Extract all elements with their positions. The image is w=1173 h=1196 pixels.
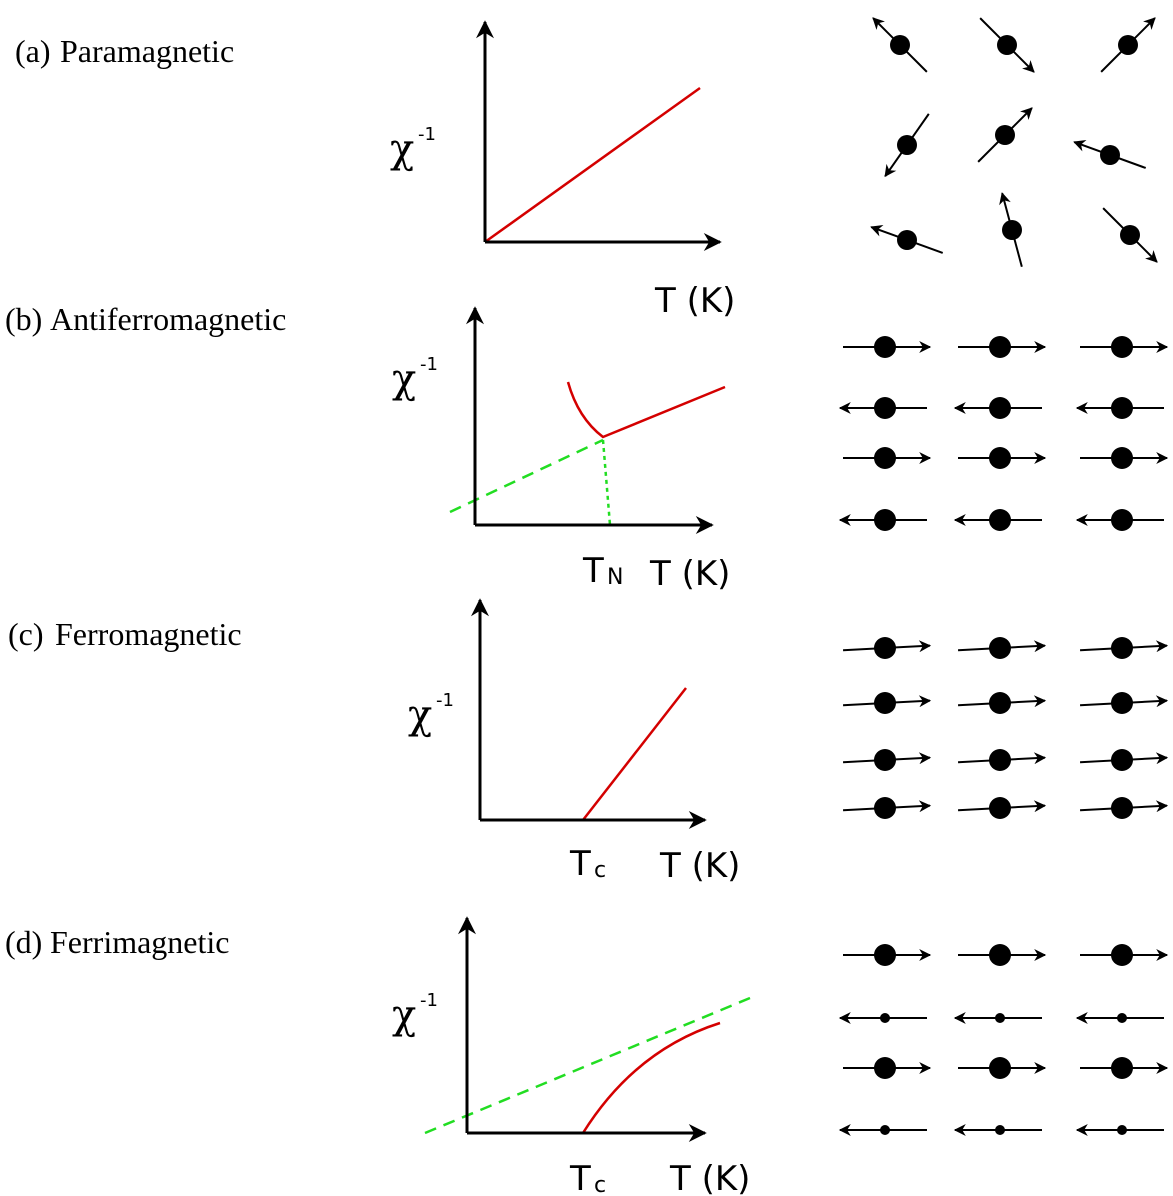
spin bbox=[1100, 145, 1120, 165]
spin bbox=[1111, 397, 1133, 419]
y-axis-sup: -1 bbox=[418, 124, 436, 145]
x-axis-label: T (K) bbox=[649, 554, 730, 594]
transition-sub: N bbox=[607, 565, 623, 590]
spin bbox=[989, 397, 1011, 419]
spin bbox=[989, 749, 1011, 771]
y-axis-sup: -1 bbox=[436, 690, 454, 711]
spin bbox=[1111, 944, 1133, 966]
spin bbox=[1111, 749, 1133, 771]
figure: (a)Paramagneticχ-1T (K)(b)Antiferromagne… bbox=[0, 0, 1173, 1196]
transition-sub: c bbox=[594, 858, 606, 883]
spin bbox=[989, 336, 1011, 358]
spin bbox=[1117, 1013, 1127, 1023]
transition-label: T bbox=[569, 844, 591, 884]
x-axis-label: T (K) bbox=[654, 281, 735, 321]
spin bbox=[1111, 1057, 1133, 1079]
spin bbox=[989, 692, 1011, 714]
spin bbox=[874, 797, 896, 819]
x-axis-label: T (K) bbox=[659, 846, 740, 886]
spin bbox=[880, 1125, 890, 1135]
spin bbox=[874, 637, 896, 659]
x-axis-label: T (K) bbox=[669, 1159, 750, 1196]
spin bbox=[1117, 1125, 1127, 1135]
curve bbox=[568, 382, 725, 437]
spin bbox=[1111, 336, 1133, 358]
extrapolation bbox=[425, 998, 750, 1133]
panel-name: Paramagnetic bbox=[60, 33, 234, 69]
transition-label: T bbox=[582, 551, 604, 591]
spin bbox=[874, 944, 896, 966]
spin bbox=[989, 797, 1011, 819]
spin bbox=[880, 1013, 890, 1023]
spin bbox=[1111, 637, 1133, 659]
transition-label: T bbox=[569, 1159, 591, 1196]
spin bbox=[989, 944, 1011, 966]
spin bbox=[995, 125, 1015, 145]
y-axis-label: χ bbox=[392, 992, 416, 1038]
y-axis-sup: -1 bbox=[420, 990, 438, 1011]
y-axis-label: χ bbox=[390, 126, 414, 172]
extrapolation bbox=[450, 440, 603, 512]
panel-name: Ferrimagnetic bbox=[50, 924, 229, 960]
curves bbox=[425, 88, 750, 1133]
y-axis-sup: -1 bbox=[420, 354, 438, 375]
spin bbox=[1118, 35, 1138, 55]
spin bbox=[989, 447, 1011, 469]
panel-label: (a) bbox=[15, 33, 51, 69]
transition-sub: c bbox=[594, 1173, 606, 1196]
spin bbox=[897, 230, 917, 250]
spin bbox=[874, 509, 896, 531]
spin bbox=[989, 509, 1011, 531]
spin bbox=[874, 447, 896, 469]
spin bbox=[1111, 692, 1133, 714]
panel-name: Ferromagnetic bbox=[55, 616, 242, 652]
spin bbox=[995, 1013, 1005, 1023]
spin bbox=[997, 35, 1017, 55]
spin bbox=[874, 1057, 896, 1079]
spin bbox=[874, 397, 896, 419]
spin bbox=[995, 1125, 1005, 1135]
transition-line bbox=[603, 440, 610, 525]
spin bbox=[874, 692, 896, 714]
spin bbox=[874, 336, 896, 358]
spin bbox=[1111, 509, 1133, 531]
spin bbox=[989, 1057, 1011, 1079]
panel-label: (b) bbox=[5, 301, 42, 337]
spin bbox=[1111, 797, 1133, 819]
curve bbox=[583, 688, 686, 820]
spin bbox=[1120, 225, 1140, 245]
spin bbox=[890, 35, 910, 55]
spin bbox=[874, 749, 896, 771]
y-axis-label: χ bbox=[408, 692, 432, 738]
curve bbox=[485, 88, 700, 242]
spin bbox=[1111, 447, 1133, 469]
y-axis-label: χ bbox=[392, 356, 416, 402]
panel-name: Antiferromagnetic bbox=[50, 301, 286, 337]
spin bbox=[1002, 220, 1022, 240]
spin bbox=[989, 637, 1011, 659]
panel-label: (d) bbox=[5, 924, 42, 960]
panel-label: (c) bbox=[8, 616, 44, 652]
spin bbox=[897, 135, 917, 155]
